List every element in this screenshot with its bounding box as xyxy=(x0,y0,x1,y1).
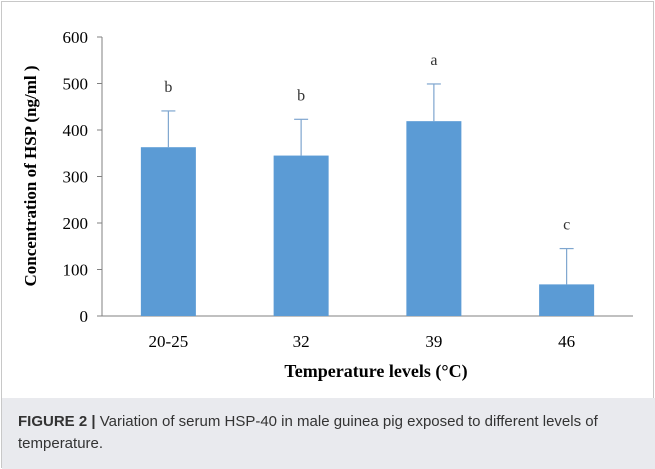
x-axis-title: Temperature levels (°C) xyxy=(284,361,467,382)
bar-chart: 0 100 200 300 400 500 600 20-25 32 39 46 b b a c Conc… xyxy=(21,28,633,382)
significance-label: a xyxy=(430,52,437,69)
significance-label: c xyxy=(563,217,570,234)
y-tick-label: 600 xyxy=(63,28,89,47)
y-axis-title: Concentration of HSP (ng/ml ) xyxy=(21,66,40,287)
bar xyxy=(273,155,329,316)
bar xyxy=(140,147,196,316)
y-tick-label: 400 xyxy=(63,121,89,140)
figure-caption: FIGURE 2 | Variation of serum HSP-40 in … xyxy=(2,398,655,469)
y-tick-label: 200 xyxy=(63,214,89,233)
x-tick-label: 39 xyxy=(425,332,442,351)
y-tick-label: 100 xyxy=(63,261,89,280)
chart-bars: b b a c xyxy=(140,52,595,316)
x-tick-label: 46 xyxy=(558,332,575,351)
chart-axes: 0 100 200 300 400 500 600 20-25 32 39 46 xyxy=(63,28,633,351)
x-tick-label: 20-25 xyxy=(149,332,189,351)
significance-label: b xyxy=(164,79,172,96)
x-tick-label: 32 xyxy=(293,332,310,351)
y-tick-label: 300 xyxy=(63,168,89,187)
y-tick-label: 500 xyxy=(63,75,89,94)
bar xyxy=(539,284,595,316)
caption-label: FIGURE 2 | xyxy=(18,413,96,430)
bar xyxy=(406,121,462,316)
significance-label: b xyxy=(297,87,305,104)
y-tick-label: 0 xyxy=(80,307,89,326)
caption-text: Variation of serum HSP-40 in male guinea… xyxy=(18,413,598,452)
